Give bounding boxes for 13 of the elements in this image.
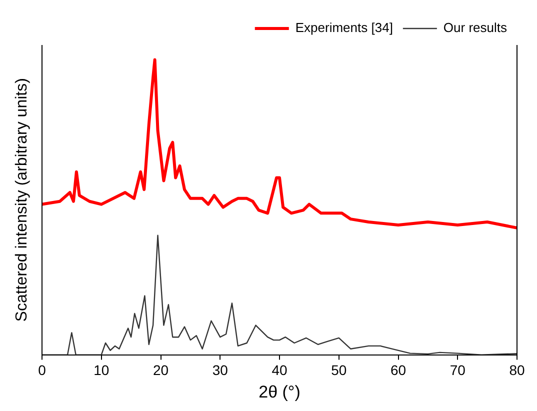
x-tick-label: 60 xyxy=(390,362,406,378)
x-tick-label: 30 xyxy=(212,362,228,378)
x-axis-title: 2θ (°) xyxy=(258,382,300,402)
x-tick-label: 40 xyxy=(272,362,288,378)
x-tick-label: 10 xyxy=(94,362,110,378)
x-tick-label: 70 xyxy=(450,362,466,378)
y-axis-title: Scattered intensity (arbitrary units) xyxy=(13,78,30,322)
x-tick-label: 80 xyxy=(509,362,525,378)
x-tick-label: 50 xyxy=(331,362,347,378)
x-tick-label: 0 xyxy=(38,362,46,378)
legend-label: Our results xyxy=(443,20,508,36)
x-tick-label: 20 xyxy=(152,362,169,378)
legend-label: Experiments [34] xyxy=(295,20,393,36)
